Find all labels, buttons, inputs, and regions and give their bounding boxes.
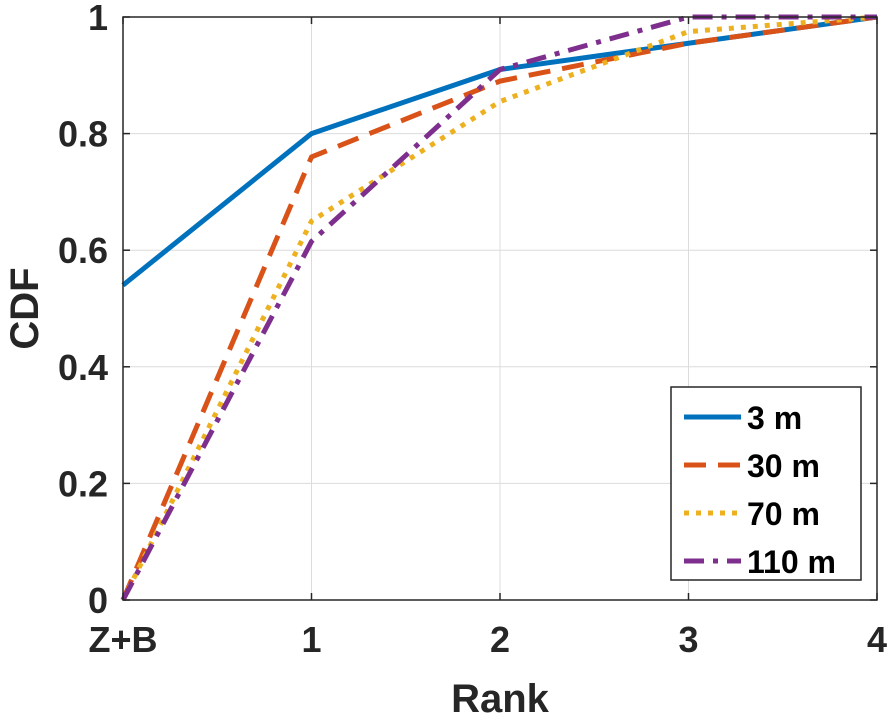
legend: 3 m 30 m 70 m 110 m	[670, 386, 862, 581]
x-tick-label: 1	[301, 619, 321, 660]
y-axis-title: CDF	[3, 267, 47, 349]
x-tick-label: 2	[490, 619, 510, 660]
legend-label: 30 m	[747, 448, 820, 484]
y-tick-label: 0.6	[58, 230, 108, 271]
series-line-1	[120, 14, 878, 601]
x-tick-label: Z+B	[88, 619, 157, 660]
y-axis-ticks: 0 0.2 0.4 0.6 0.8 1	[58, 0, 877, 621]
legend-label: 3 m	[747, 400, 802, 436]
x-axis-ticks: Z+B 1 2 3 4	[88, 17, 887, 660]
x-axis-title: Rank	[451, 677, 550, 721]
y-tick-label: 0	[88, 580, 108, 621]
legend-label: 110 m	[747, 544, 836, 580]
y-tick-label: 1	[88, 0, 108, 38]
y-tick-label: 0.2	[58, 463, 108, 504]
y-tick-label: 0.4	[58, 347, 108, 388]
x-tick-label: 4	[867, 619, 887, 660]
x-tick-label: 3	[678, 619, 698, 660]
y-tick-label: 0.8	[58, 114, 108, 155]
legend-label: 70 m	[747, 496, 820, 532]
